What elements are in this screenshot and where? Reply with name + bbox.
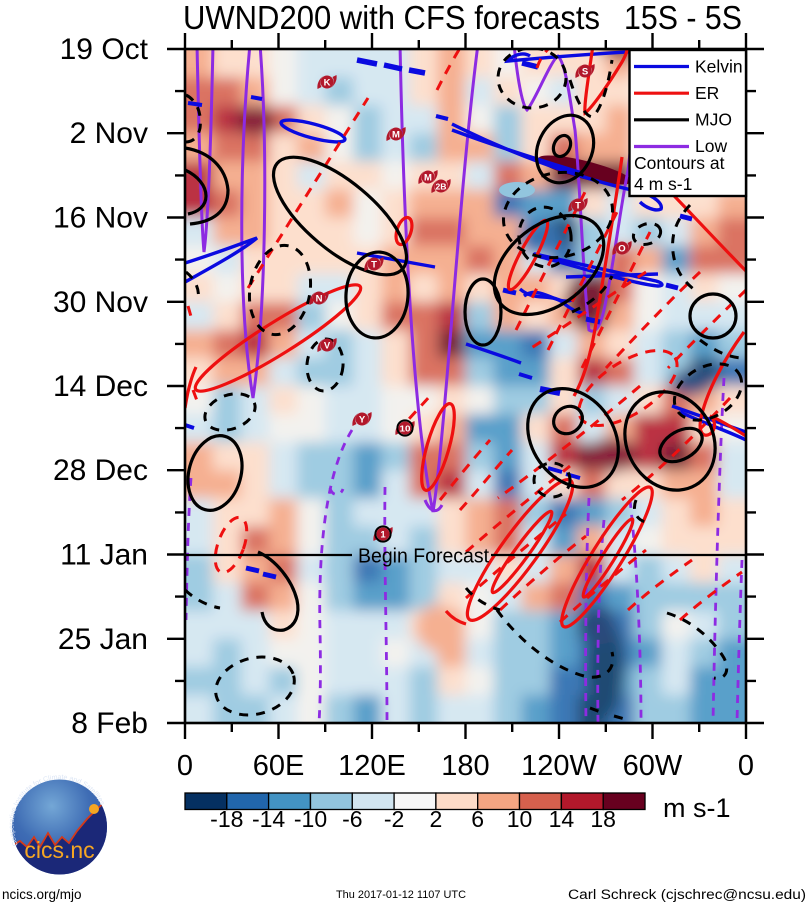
svg-text:V: V	[324, 340, 331, 351]
svg-text:25 Jan: 25 Jan	[58, 623, 148, 656]
svg-text:-6: -6	[342, 806, 362, 832]
svg-text:10: 10	[507, 806, 533, 832]
svg-text:Begin Forecast: Begin Forecast	[358, 546, 489, 568]
svg-text:14: 14	[549, 806, 575, 832]
svg-text:120E: 120E	[338, 750, 406, 782]
svg-text:-18: -18	[210, 806, 243, 832]
svg-text:0: 0	[738, 750, 754, 782]
svg-text:4 m s-1: 4 m s-1	[634, 174, 692, 194]
svg-text:Contours at: Contours at	[634, 153, 725, 173]
svg-text:-2: -2	[384, 806, 404, 832]
svg-text:60E: 60E	[253, 750, 305, 782]
svg-text:30 Nov: 30 Nov	[53, 286, 148, 319]
svg-text:2B: 2B	[436, 182, 447, 191]
svg-text:10: 10	[400, 424, 412, 433]
svg-text:T: T	[371, 259, 377, 270]
svg-text:O: O	[618, 243, 625, 254]
svg-text:ER: ER	[695, 83, 719, 103]
svg-text:Carl Schreck (cjschrec@ncsu.ed: Carl Schreck (cjschrec@ncsu.edu)	[568, 887, 806, 902]
svg-text:Y: Y	[359, 414, 366, 425]
svg-text:11 Jan: 11 Jan	[60, 539, 148, 572]
svg-text:Thu 2017-01-12 1107 UTC: Thu 2017-01-12 1107 UTC	[336, 889, 466, 901]
svg-text:M: M	[424, 172, 432, 183]
svg-text:180: 180	[441, 750, 489, 782]
svg-text:1: 1	[380, 529, 386, 540]
svg-text:19 Oct: 19 Oct	[60, 33, 149, 66]
svg-text:cics.nc: cics.nc	[24, 837, 94, 863]
svg-text:16 Nov: 16 Nov	[53, 202, 148, 235]
svg-text:2: 2	[430, 806, 443, 832]
svg-text:-14: -14	[252, 806, 285, 832]
svg-text:15S - 5S: 15S - 5S	[624, 0, 742, 36]
svg-text:Kelvin: Kelvin	[695, 57, 743, 77]
svg-text:Low: Low	[695, 136, 727, 156]
svg-text:18: 18	[590, 806, 616, 832]
svg-text:-10: -10	[294, 806, 327, 832]
svg-text:MJO: MJO	[695, 110, 732, 130]
svg-text:120W: 120W	[521, 750, 597, 782]
svg-text:8 Feb: 8 Feb	[71, 707, 148, 740]
svg-text:28 Dec: 28 Dec	[53, 454, 148, 487]
svg-text:S: S	[582, 66, 588, 77]
svg-text:6: 6	[471, 806, 484, 832]
svg-text:UWND200 with CFS forecasts: UWND200 with CFS forecasts	[183, 0, 600, 36]
svg-text:m s-1: m s-1	[663, 793, 731, 823]
svg-text:0: 0	[177, 750, 193, 782]
svg-text:K: K	[324, 77, 331, 88]
svg-text:T: T	[575, 200, 581, 211]
svg-text:14 Dec: 14 Dec	[53, 370, 148, 403]
svg-text:ncics.org/mjo: ncics.org/mjo	[2, 887, 82, 902]
svg-text:M: M	[392, 129, 400, 140]
svg-text:N: N	[316, 293, 323, 304]
svg-text:60W: 60W	[623, 750, 683, 782]
svg-text:2 Nov: 2 Nov	[70, 117, 148, 150]
